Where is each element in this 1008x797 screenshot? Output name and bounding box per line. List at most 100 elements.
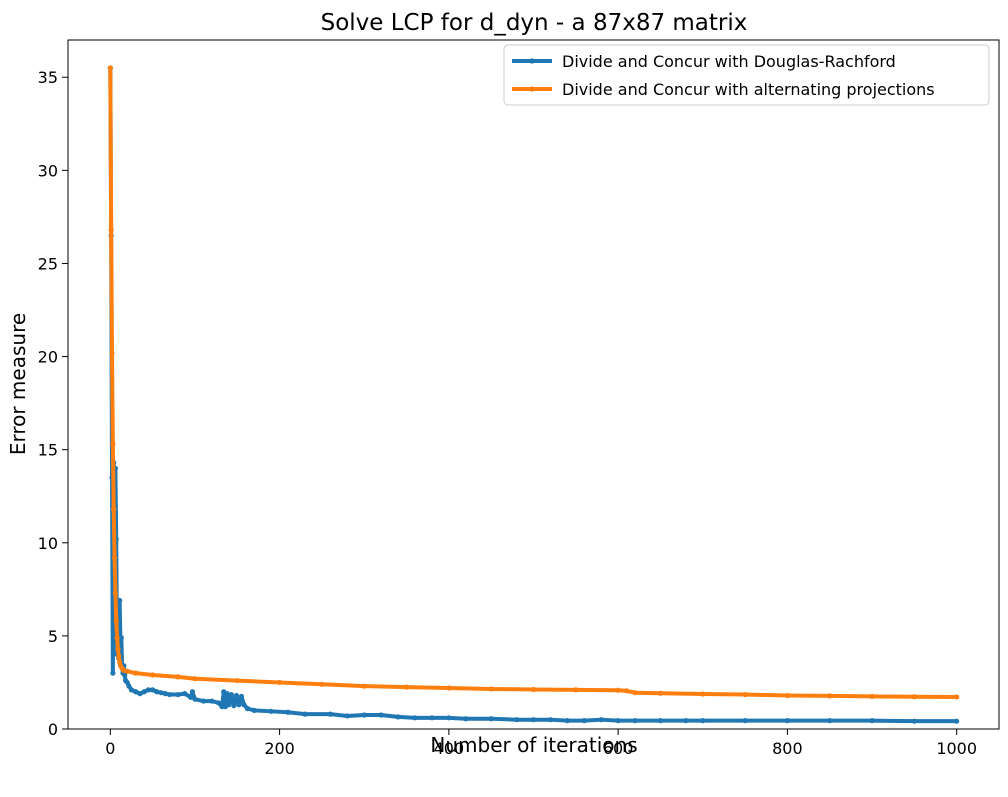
data-point <box>276 679 283 686</box>
y-tick-label: 30 <box>38 161 58 180</box>
data-point <box>615 718 621 724</box>
data-point <box>869 693 875 700</box>
chart-title: Solve LCP for d_dyn - a 87x87 matrix <box>321 10 748 36</box>
data-point <box>137 691 143 697</box>
x-tick-label: 600 <box>603 739 634 758</box>
data-point <box>251 707 257 713</box>
data-point <box>513 717 520 723</box>
data-point <box>117 597 123 604</box>
data-point <box>302 711 308 717</box>
data-point <box>446 715 452 721</box>
data-point <box>241 702 247 708</box>
data-point <box>319 681 325 687</box>
data-point <box>182 691 188 697</box>
plot-area <box>107 65 960 724</box>
data-point <box>954 718 960 724</box>
x-tick-label: 800 <box>772 739 803 758</box>
data-point <box>700 718 706 724</box>
data-point <box>114 635 120 641</box>
data-point <box>189 689 196 695</box>
y-tick-label: 20 <box>38 348 58 367</box>
series-1 <box>107 65 960 724</box>
series-line <box>108 67 957 699</box>
data-point <box>109 350 115 356</box>
x-tick-label: 0 <box>105 739 115 758</box>
data-point <box>827 718 833 724</box>
y-tick-label: 15 <box>38 441 58 460</box>
data-point <box>598 717 604 723</box>
data-point <box>784 692 791 699</box>
y-tick-label: 10 <box>38 534 58 553</box>
data-point <box>378 712 384 718</box>
data-point <box>128 687 135 693</box>
data-point <box>175 691 181 698</box>
data-point <box>154 689 160 695</box>
data-point <box>224 691 230 697</box>
data-point <box>145 687 151 693</box>
data-point <box>233 692 240 699</box>
data-point <box>238 693 245 700</box>
data-point <box>226 702 232 708</box>
data-point <box>869 718 875 724</box>
data-point <box>268 708 274 714</box>
axes: 0 200 400 600 800 1000 0 5 10 15 20 25 30 35 <box>38 39 1000 758</box>
data-point <box>122 672 128 678</box>
data-point <box>111 555 118 561</box>
data-point <box>110 670 116 676</box>
data-point <box>488 716 494 722</box>
data-point <box>118 635 124 641</box>
data-point <box>632 718 638 724</box>
data-point <box>175 674 181 680</box>
data-point <box>573 687 579 693</box>
data-point <box>403 684 410 690</box>
data-point <box>488 686 494 692</box>
data-point <box>344 713 350 719</box>
legend-label: Divide and Concur with alternating proje… <box>562 80 935 99</box>
y-axis-label: Error measure <box>6 313 30 455</box>
series-2 <box>107 65 960 700</box>
series-line <box>108 67 957 724</box>
data-point <box>133 689 139 695</box>
legend-marker <box>529 58 535 64</box>
data-point <box>285 709 291 715</box>
data-point <box>412 715 418 721</box>
data-point <box>244 705 251 712</box>
data-point <box>141 689 147 695</box>
data-point <box>116 653 122 659</box>
y-tick-label: 35 <box>38 68 58 87</box>
data-point <box>234 677 240 684</box>
data-point <box>632 690 638 696</box>
data-point <box>742 691 748 698</box>
data-point <box>209 698 215 704</box>
data-point <box>162 691 168 697</box>
x-tick-label: 200 <box>264 739 295 758</box>
data-point <box>158 690 164 696</box>
data-point <box>564 718 570 724</box>
data-point <box>327 711 333 717</box>
y-tick-label: 0 <box>48 720 58 739</box>
data-point <box>200 698 207 704</box>
data-point <box>657 690 664 696</box>
data-point <box>216 700 222 706</box>
data-point <box>954 694 960 700</box>
data-point <box>827 693 833 699</box>
data-point <box>395 714 401 720</box>
data-point <box>112 590 118 596</box>
data-point <box>111 506 117 512</box>
data-point <box>530 717 537 723</box>
legend-item: Divide and Concur with Douglas-Rachford <box>512 52 896 71</box>
data-point <box>700 691 706 697</box>
data-point <box>530 686 537 693</box>
data-point <box>110 441 116 447</box>
legend-item: Divide and Concur with alternating proje… <box>512 80 935 99</box>
data-point <box>113 618 119 624</box>
data-point <box>742 718 748 724</box>
legend-box <box>503 44 990 106</box>
x-tick-label: 1000 <box>936 739 977 758</box>
data-point <box>615 687 621 693</box>
data-point <box>911 718 917 724</box>
legend: Divide and Concur with Douglas-Rachford D… <box>503 44 990 106</box>
data-point <box>236 702 242 708</box>
